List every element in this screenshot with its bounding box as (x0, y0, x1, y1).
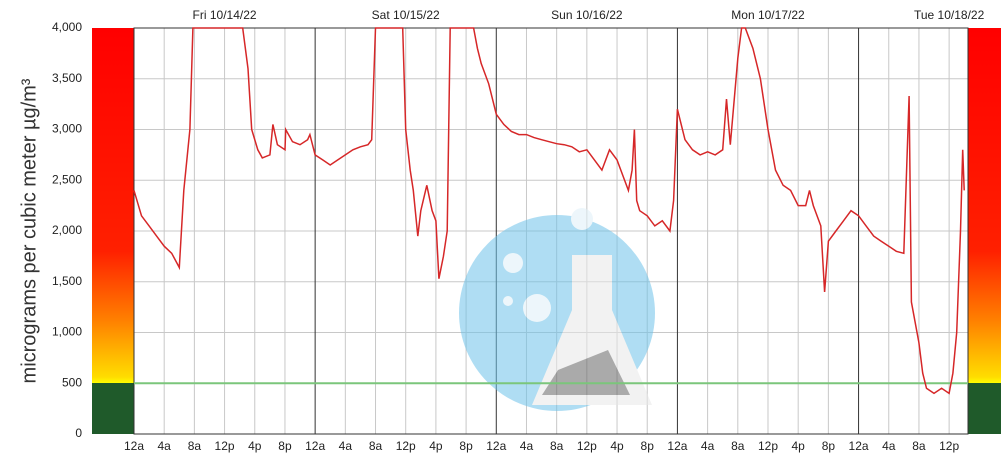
x-tick-label: 4a (520, 439, 534, 453)
x-tick-label: 8p (278, 439, 292, 453)
x-tick-label: 12a (849, 439, 869, 453)
watermark (459, 208, 655, 411)
x-tick-label: 4p (429, 439, 443, 453)
y-tick-label: 1,000 (52, 325, 82, 339)
data-line (133, 27, 965, 395)
x-tick-label: 12a (305, 439, 325, 453)
y-axis-label: micrograms per cubic meter µg/m³ (18, 78, 40, 383)
x-tick-label: 8a (188, 439, 202, 453)
y-tick-label: 2,000 (52, 223, 82, 237)
day-label: Sun 10/16/22 (551, 8, 623, 22)
x-tick-label: 12a (124, 439, 144, 453)
x-tick-label: 4p (792, 439, 806, 453)
x-tick-label: 8a (550, 439, 564, 453)
x-tick-label: 4p (248, 439, 262, 453)
x-tick-label: 4a (158, 439, 172, 453)
x-tick-label: 12p (577, 439, 597, 453)
x-tick-label: 12p (939, 439, 959, 453)
x-tick-label: 8a (731, 439, 745, 453)
y-tick-label: 3,500 (52, 71, 82, 85)
y-tick-label: 0 (75, 426, 82, 440)
color-scale-right (968, 28, 1001, 434)
y-tick-label: 500 (62, 375, 82, 389)
x-tick-label: 4a (701, 439, 715, 453)
y-tick-label: 3,000 (52, 122, 82, 136)
x-tick-label: 12p (396, 439, 416, 453)
day-label: Mon 10/17/22 (731, 8, 805, 22)
y-tick-label: 4,000 (52, 20, 82, 34)
x-tick-label: 4a (339, 439, 353, 453)
x-tick-label: 8p (459, 439, 473, 453)
x-tick-label: 8p (822, 439, 836, 453)
y-tick-label: 1,500 (52, 274, 82, 288)
x-tick-label: 8a (369, 439, 383, 453)
x-tick-label: 12a (667, 439, 687, 453)
x-tick-label: 4a (882, 439, 896, 453)
day-label: Fri 10/14/22 (193, 8, 257, 22)
color-scale-left (92, 28, 134, 434)
x-tick-label: 12a (486, 439, 506, 453)
x-tick-label: 4p (610, 439, 624, 453)
plot-border (133, 27, 969, 435)
day-label: Tue 10/18/22 (914, 8, 985, 22)
plot (133, 27, 968, 395)
x-tick-label: 12p (215, 439, 235, 453)
x-tick-label: 12p (758, 439, 778, 453)
x-tick-label: 8a (912, 439, 926, 453)
y-tick-label: 2,500 (52, 172, 82, 186)
day-label: Sat 10/15/22 (372, 8, 440, 22)
x-tick-label: 8p (641, 439, 655, 453)
